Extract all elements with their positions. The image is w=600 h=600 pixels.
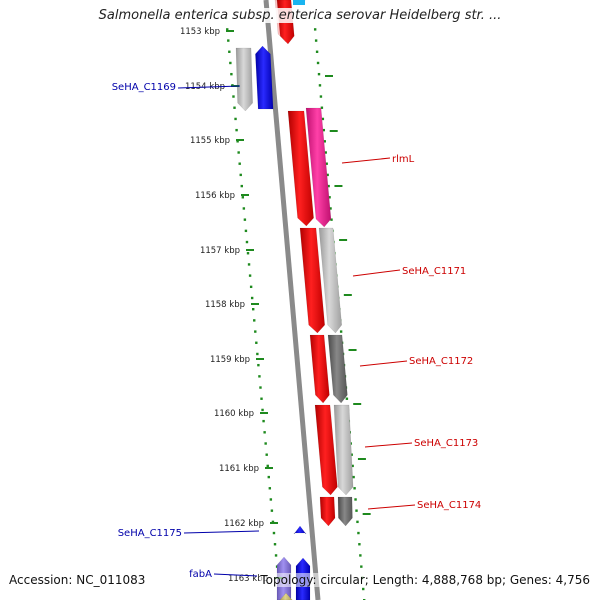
tick-label: 1158 kbp xyxy=(205,300,245,310)
tick-label: 1157 kbp xyxy=(200,246,240,256)
gene-block-SeHA_C1171[interactable] xyxy=(299,227,325,334)
gene-label-leader xyxy=(183,530,260,534)
gene-block-grey-2[interactable] xyxy=(333,404,354,496)
gene-label[interactable]: SeHA_C1172 xyxy=(409,356,473,367)
tick-label: 1161 kbp xyxy=(219,464,259,474)
gene-label-leader xyxy=(359,360,408,367)
tick-label: 1162 kbp xyxy=(224,519,264,529)
gene-block-SeHA_C1174[interactable] xyxy=(319,496,336,527)
gene-block-dark-2[interactable] xyxy=(337,496,353,527)
gene-block-top-light[interactable] xyxy=(293,0,305,5)
accession-text: Accession: NC_011083 xyxy=(9,573,146,587)
gene-block-SeHA_C1173[interactable] xyxy=(314,404,338,496)
gene-label[interactable]: SeHA_C1175 xyxy=(118,528,182,539)
gene-block-SeHA_C1175[interactable] xyxy=(293,525,307,535)
gene-block-SeHA_C1169[interactable] xyxy=(255,45,274,110)
genome-backbone xyxy=(263,0,321,600)
gene-label[interactable]: fabA xyxy=(189,569,212,580)
gene-label-leader xyxy=(367,504,416,510)
tick-label: 1159 kbp xyxy=(210,355,250,365)
gene-label[interactable]: SeHA_C1174 xyxy=(417,500,481,511)
gene-block-grey-1[interactable] xyxy=(318,227,342,334)
tick-label: 1153 kbp xyxy=(180,27,220,37)
gene-label[interactable]: SeHA_C1173 xyxy=(414,438,478,449)
gene-label-leader xyxy=(341,157,391,164)
gene-label[interactable]: rlmL xyxy=(392,154,415,165)
tick-label: 1163 kbp xyxy=(228,574,268,584)
map-summary-text: Topology: circular; Length: 4,888,768 bp… xyxy=(260,573,590,587)
gene-label-leader xyxy=(213,573,258,577)
gene-block-rlmL[interactable] xyxy=(287,110,314,227)
gene-label[interactable]: SeHA_C1169 xyxy=(112,82,176,93)
gene-label-leader xyxy=(364,442,413,448)
gene-label-leader xyxy=(352,269,401,277)
tick-label: 1155 kbp xyxy=(190,136,230,146)
tick-label: 1160 kbp xyxy=(214,409,254,419)
gene-block-SeHA_C1172[interactable] xyxy=(309,334,330,404)
gene-block-dark-1[interactable] xyxy=(327,334,348,404)
gene-block-pink[interactable] xyxy=(305,107,332,228)
map-title: Salmonella enterica subsp. enterica sero… xyxy=(0,8,600,23)
gene-label[interactable]: SeHA_C1171 xyxy=(402,266,466,277)
tick-label: 1156 kbp xyxy=(195,191,235,201)
gene-label-leader xyxy=(177,85,241,89)
gene-block-grey-reverse[interactable] xyxy=(235,47,253,112)
